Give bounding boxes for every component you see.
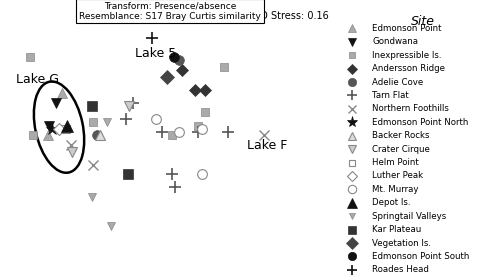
Text: Roades Head: Roades Head [372,265,429,274]
Text: Edmonson Point North: Edmonson Point North [372,118,468,127]
Text: 2D Stress: 0.16: 2D Stress: 0.16 [254,11,329,21]
Text: Tarn Flat: Tarn Flat [372,91,409,100]
Text: Adelie Cove: Adelie Cove [372,78,424,86]
Text: Lake F: Lake F [247,138,287,152]
Text: Andersson Ridge: Andersson Ridge [372,64,445,73]
Text: Lake G: Lake G [16,73,60,86]
Text: Backer Rocks: Backer Rocks [372,131,430,140]
Text: Site: Site [412,15,436,28]
Text: Crater Cirque: Crater Cirque [372,145,430,154]
Text: Depot Is.: Depot Is. [372,198,410,207]
Text: Mt. Murray: Mt. Murray [372,185,418,194]
Text: Lake 5: Lake 5 [135,48,176,60]
Text: Springtail Valleys: Springtail Valleys [372,212,446,221]
Text: Transform: Presence/absence
Resemblance: S17 Bray Curtis similarity: Transform: Presence/absence Resemblance:… [79,1,261,21]
Text: Edmonson Point South: Edmonson Point South [372,252,470,261]
Text: Vegetation Is.: Vegetation Is. [372,239,431,247]
Text: Northern Foothills: Northern Foothills [372,104,449,113]
Text: Edmonson Point: Edmonson Point [372,24,442,33]
Text: Luther Peak: Luther Peak [372,172,423,180]
Text: Gondwana: Gondwana [372,37,418,46]
Text: Inexpressible Is.: Inexpressible Is. [372,51,442,60]
Text: Helm Point: Helm Point [372,158,419,167]
Text: Kar Plateau: Kar Plateau [372,225,422,234]
